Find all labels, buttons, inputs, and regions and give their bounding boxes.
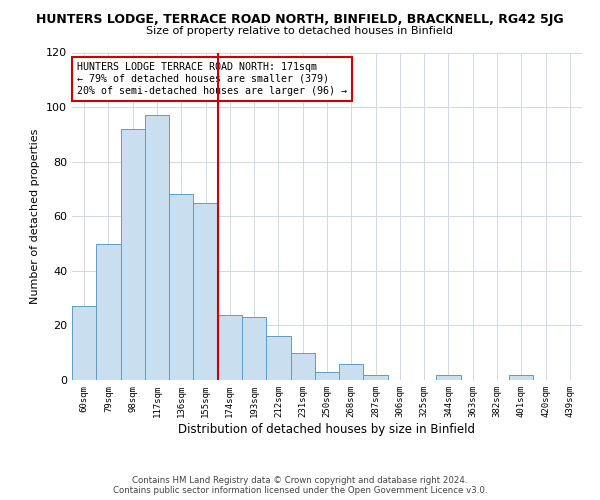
- Bar: [436, 374, 461, 380]
- Bar: [218, 314, 242, 380]
- Y-axis label: Number of detached properties: Number of detached properties: [31, 128, 40, 304]
- Text: HUNTERS LODGE, TERRACE ROAD NORTH, BINFIELD, BRACKNELL, RG42 5JG: HUNTERS LODGE, TERRACE ROAD NORTH, BINFI…: [36, 12, 564, 26]
- Bar: [145, 116, 169, 380]
- Bar: [121, 129, 145, 380]
- Bar: [169, 194, 193, 380]
- Bar: [193, 202, 218, 380]
- Bar: [509, 374, 533, 380]
- Text: HUNTERS LODGE TERRACE ROAD NORTH: 171sqm
← 79% of detached houses are smaller (3: HUNTERS LODGE TERRACE ROAD NORTH: 171sqm…: [77, 62, 347, 96]
- Text: Size of property relative to detached houses in Binfield: Size of property relative to detached ho…: [146, 26, 454, 36]
- Bar: [96, 244, 121, 380]
- Text: Contains HM Land Registry data © Crown copyright and database right 2024.
Contai: Contains HM Land Registry data © Crown c…: [113, 476, 487, 495]
- Bar: [339, 364, 364, 380]
- Bar: [290, 352, 315, 380]
- Bar: [242, 317, 266, 380]
- X-axis label: Distribution of detached houses by size in Binfield: Distribution of detached houses by size …: [179, 422, 476, 436]
- Bar: [364, 374, 388, 380]
- Bar: [266, 336, 290, 380]
- Bar: [72, 306, 96, 380]
- Bar: [315, 372, 339, 380]
